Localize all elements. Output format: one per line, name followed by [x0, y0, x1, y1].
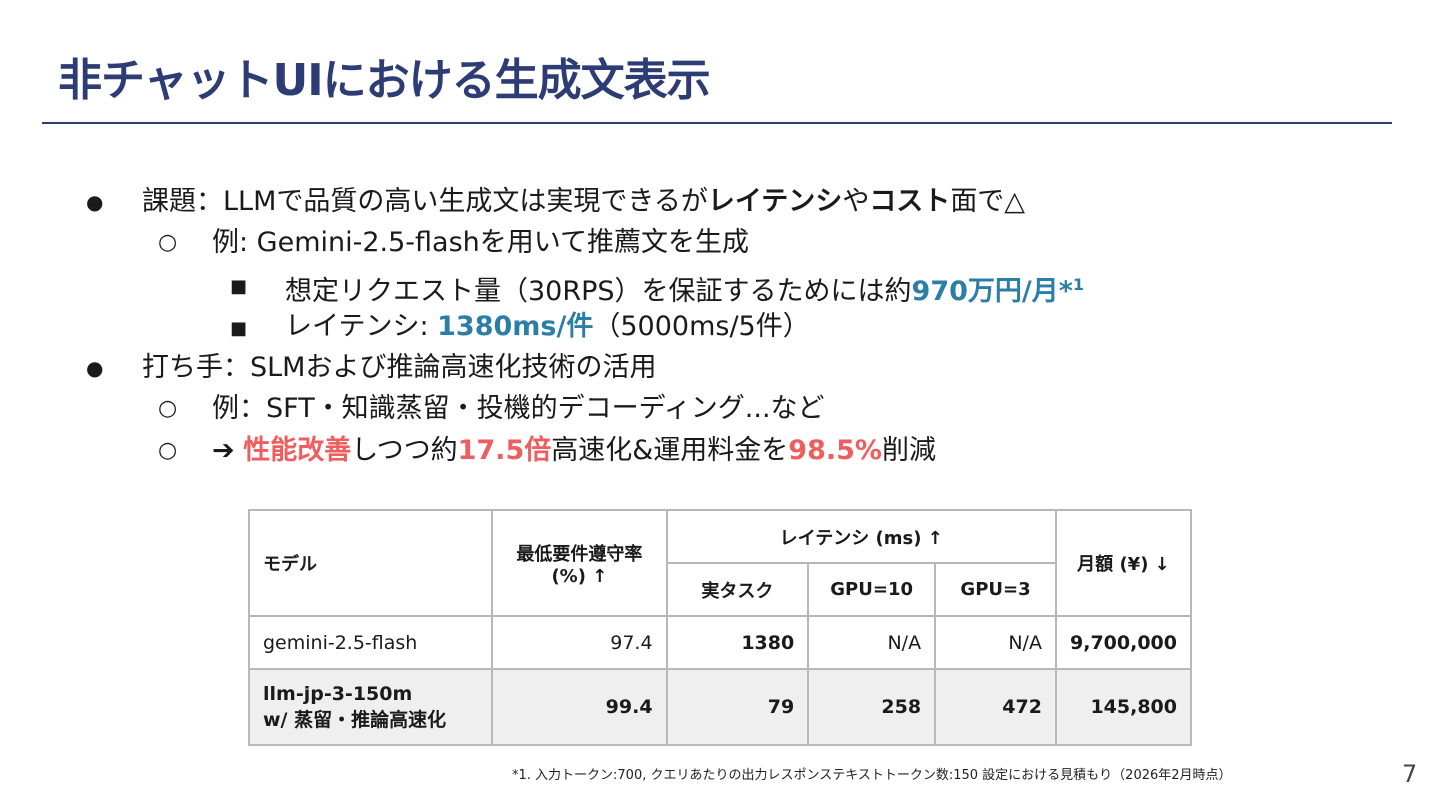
header-gpu3: GPU=3 [934, 562, 1057, 617]
bullet-text: 想定リクエスト量（30RPS）を保証するためには約 [285, 276, 912, 307]
bullet-marker: ● [86, 356, 104, 380]
bullet-approach: 打ち手：SLMおよび推論高速化技術の活用 [142, 352, 657, 383]
sub-bullet-marker: ○ [158, 438, 178, 463]
cell-model: gemini-2.5-flash [247, 615, 494, 670]
bullet-text: 削減 [881, 435, 936, 466]
cell-model: llm-jp-3-150m w/ 蒸留・推論高速化 [247, 668, 494, 746]
cell-compliance: 99.4 [491, 668, 668, 746]
model-note: w/ 蒸留・推論高速化 [263, 708, 447, 731]
sub-sub-bullet-marker: ■ [230, 276, 248, 297]
footnote-ref: 1 [1072, 275, 1085, 294]
highlight-cost: 970万円/月* [911, 276, 1073, 307]
bullet-challenge: 課題：LLMで品質の高い生成文は実現できるがレイテンシやコスト面で△ [142, 182, 1025, 222]
sub-bullet-result: ➔ 性能改善しつつ約17.5倍高速化&運用料金を98.5%削減 [212, 431, 936, 471]
cell-gpu10: 258 [807, 668, 937, 746]
table-header-row: モデル 最低要件遵守率 (%) ↑ レイテンシ (ms) ↑ 月額 (¥) ↓ [247, 509, 1193, 617]
bullet-text: （5000ms/5件） [593, 311, 810, 342]
cell-gpu10: N/A [807, 615, 937, 670]
table-row: gemini-2.5-flash 97.4 1380 N/A N/A 9,700… [247, 615, 1193, 670]
sub-bullet-example: 例: Gemini-2.5-flashを用いて推薦文を生成 [212, 227, 749, 258]
cell-compliance: 97.4 [491, 615, 668, 670]
sub-bullet-marker: ○ [158, 230, 178, 255]
header-compliance: 最低要件遵守率 (%) ↑ [491, 509, 668, 617]
results-table: モデル 最低要件遵守率 (%) ↑ レイテンシ (ms) ↑ 月額 (¥) ↓ … [247, 509, 1193, 746]
cell-real-task: 79 [665, 668, 810, 746]
bullet-marker: ● [86, 190, 104, 214]
table-row: llm-jp-3-150m w/ 蒸留・推論高速化 99.4 79 258 47… [247, 668, 1193, 746]
sub-sub-bullet-marker: ■ [230, 318, 248, 339]
title-divider [42, 122, 1392, 124]
model-name: llm-jp-3-150m [263, 682, 413, 705]
table-subheader-row: 実タスク GPU=10 GPU=3 [249, 562, 1191, 617]
sub-bullet-marker: ○ [158, 396, 178, 421]
arrow-icon: ➔ [212, 435, 235, 466]
highlight-speedup: 17.5倍 [457, 435, 552, 466]
sub-sub-bullet-latency: レイテンシ: 1380ms/件（5000ms/5件） [285, 307, 810, 347]
cell-real-task: 1380 [665, 615, 810, 670]
bold-latency: レイテンシ [707, 186, 843, 217]
bullet-text: 高速化&運用料金を [551, 435, 789, 466]
cell-monthly: 9,700,000 [1054, 615, 1193, 670]
cell-monthly: 145,800 [1054, 668, 1193, 746]
highlight-latency: 1380ms/件 [437, 311, 594, 342]
page-title: 非チャットUIにおける生成文表示 [58, 55, 711, 106]
header-real-task: 実タスク [665, 562, 810, 617]
cell-gpu3: N/A [934, 615, 1057, 670]
header-model: モデル [247, 509, 494, 617]
bullet-text: 課題：LLMで品質の高い生成文は実現できるが [142, 186, 708, 217]
bullet-text: や [842, 186, 870, 217]
cell-gpu3: 472 [934, 668, 1057, 746]
page-number: 7 [1402, 760, 1418, 788]
sub-sub-bullet-cost: 想定リクエスト量（30RPS）を保証するためには約970万円/月*1 [285, 265, 1085, 307]
header-monthly: 月額 (¥) ↓ [1054, 509, 1193, 617]
highlight-reduction: 98.5% [788, 435, 882, 466]
bold-cost: コスト [869, 186, 951, 217]
highlight-performance: 性能改善 [243, 435, 352, 466]
bullet-text: 面で△ [950, 186, 1026, 217]
header-latency: レイテンシ (ms) ↑ [665, 509, 1057, 564]
footnote: *1. 入力トークン:700, クエリあたりの出力レスポンステキストトークン数:… [512, 768, 1232, 783]
bullet-text: しつつ約 [351, 435, 458, 466]
bullet-text: レイテンシ: [285, 311, 438, 342]
header-gpu10: GPU=10 [807, 562, 937, 617]
sub-bullet-techniques: 例：SFT・知識蒸留・投機的デコーディング...など [212, 393, 825, 424]
